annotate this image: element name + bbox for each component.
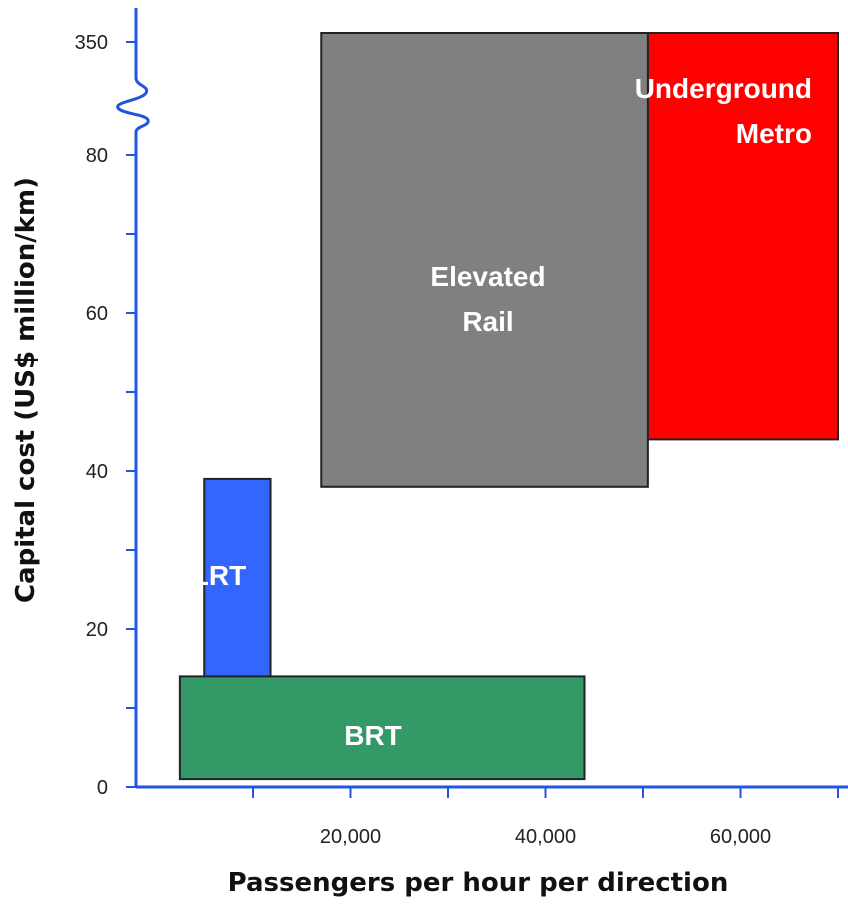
y-tick-label-break: 350 bbox=[75, 32, 108, 54]
region-label-underground-metro-line-2: Metro bbox=[736, 118, 812, 149]
y-tick-label-80: 80 bbox=[86, 145, 108, 167]
y-tick-label-60: 60 bbox=[86, 303, 108, 325]
region-label-underground-metro-line-1: Underground bbox=[635, 73, 812, 104]
x-tick-label-40000: 40,000 bbox=[515, 826, 576, 848]
chart-regions: Underground Metro Elevated Rail LRT BRT bbox=[178, 32, 839, 781]
x-tick-label-20000: 20,000 bbox=[320, 826, 381, 848]
region-label-brt-line-1: BRT bbox=[344, 720, 402, 751]
y-axis-line bbox=[116, 8, 150, 787]
y-tick-label-0: 0 bbox=[97, 777, 108, 799]
region-label-lrt-line-1: LRT bbox=[192, 560, 246, 591]
region-label-elevated-rail-line-1: Elevated bbox=[430, 261, 545, 292]
y-tick-label-40: 40 bbox=[86, 461, 108, 483]
x-axis-title: Passengers per hour per direction bbox=[228, 868, 729, 898]
region-label-elevated-rail-line-2: Rail bbox=[462, 306, 513, 337]
y-axis-title: Capital cost (US$ million/km) bbox=[11, 177, 41, 603]
chart-axes: 0 20 40 60 80 350 20,000 40,000 60,000 bbox=[75, 8, 848, 848]
region-elevated-rail bbox=[320, 32, 649, 488]
y-tick-label-20: 20 bbox=[86, 619, 108, 641]
region-brt bbox=[178, 675, 586, 781]
region-lrt bbox=[203, 477, 272, 694]
x-tick-label-60000: 60,000 bbox=[710, 826, 771, 848]
